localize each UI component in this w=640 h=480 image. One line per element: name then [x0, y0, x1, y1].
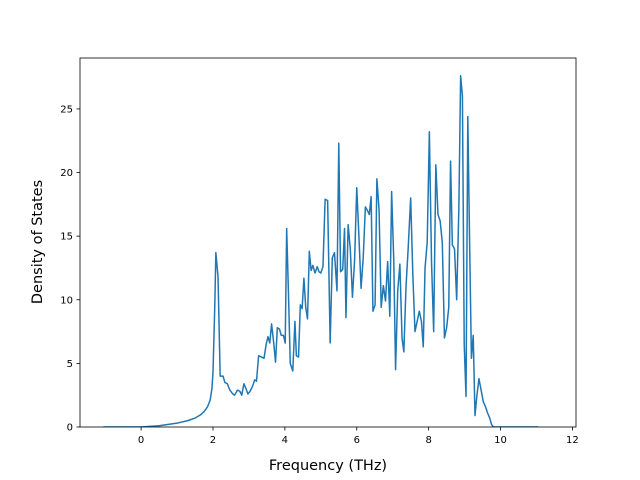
plot-frame — [79, 57, 577, 428]
x-tick-label: 8 — [425, 435, 431, 446]
y-tick-label: 15 — [60, 232, 73, 243]
y-tick-label: 20 — [60, 168, 73, 179]
y-tick-label: 0 — [67, 423, 73, 434]
dos-series-line — [103, 75, 539, 427]
y-tick-label: 25 — [60, 104, 73, 115]
y-axis-label: Density of States — [30, 180, 46, 304]
x-tick-label: 0 — [138, 435, 144, 446]
plot-area — [79, 57, 577, 428]
x-tick-label: 6 — [354, 435, 360, 446]
x-axis-label: Frequency (THz) — [269, 458, 387, 474]
y-tick-label: 10 — [60, 295, 73, 306]
y-axis-ticks: 0 5 10 15 20 25 — [60, 104, 80, 434]
y-tick-label: 5 — [67, 359, 73, 370]
x-tick-label: 10 — [494, 435, 507, 446]
x-tick-label: 12 — [566, 435, 579, 446]
x-tick-label: 4 — [282, 435, 288, 446]
x-axis-ticks: 0 2 4 6 8 10 12 — [138, 427, 579, 446]
x-tick-label: 2 — [210, 435, 216, 446]
